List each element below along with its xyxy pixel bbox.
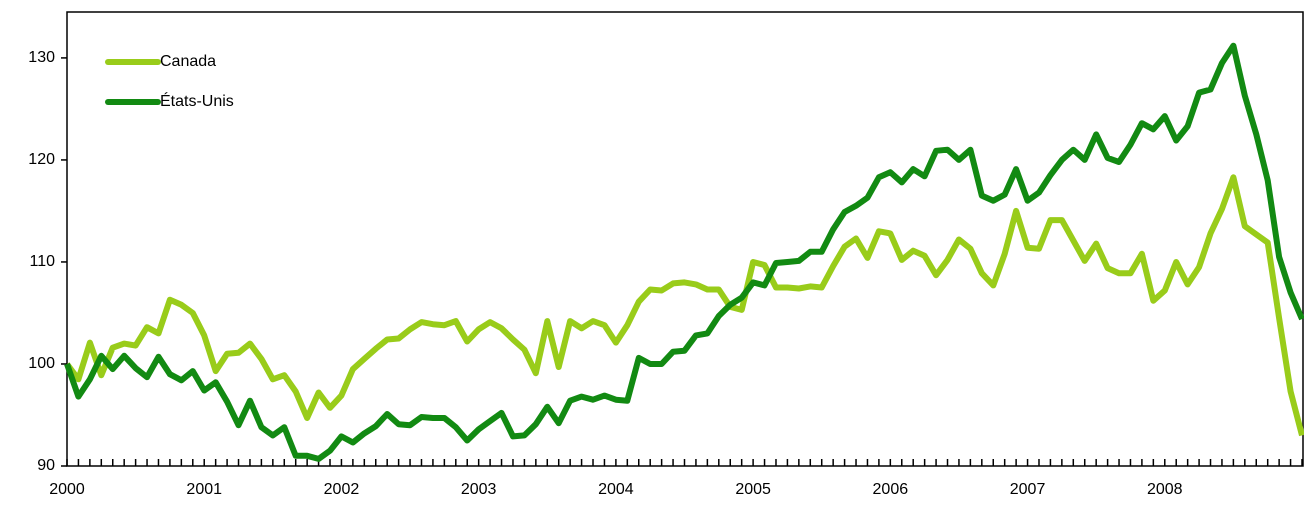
y-tick-label: 100 xyxy=(28,355,55,372)
x-tick-label: 2001 xyxy=(186,481,222,498)
plot-frame xyxy=(66,11,1304,467)
x-tick-label: 2004 xyxy=(598,481,634,498)
legend-label: États-Unis xyxy=(160,91,234,110)
x-tick-label: 2006 xyxy=(873,481,909,498)
y-tick-label: 90 xyxy=(37,457,55,474)
y-tick-label: 110 xyxy=(29,253,55,270)
y-tick-label: 130 xyxy=(28,49,55,66)
x-tick-label: 2008 xyxy=(1147,481,1183,498)
line-series xyxy=(64,42,1304,462)
x-tick-label: 2007 xyxy=(1010,481,1046,498)
line-series xyxy=(64,174,1304,437)
x-tick-label: 2005 xyxy=(735,481,771,498)
x-tick-label: 2000 xyxy=(49,481,85,498)
x-tick-label: 2002 xyxy=(324,481,360,498)
y-tick-label: 120 xyxy=(28,151,55,168)
x-tick-label: 2003 xyxy=(461,481,497,498)
legend-label: Canada xyxy=(160,53,216,70)
